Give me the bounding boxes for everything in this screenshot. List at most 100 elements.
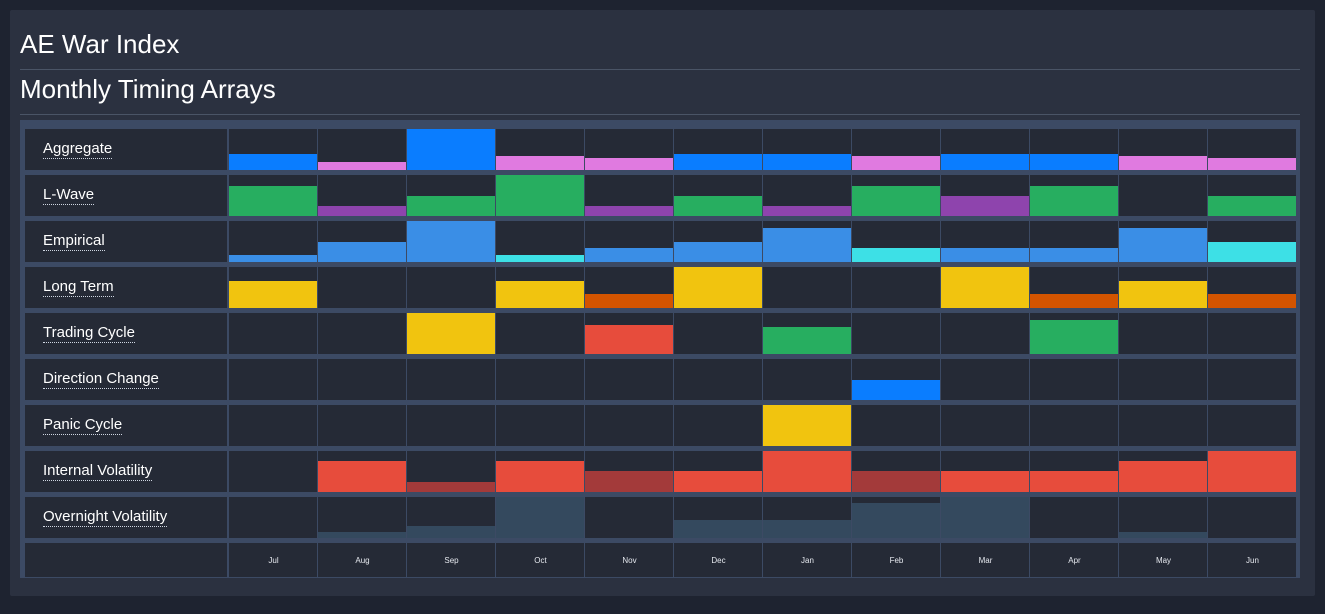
axis-cell-aug xyxy=(318,543,406,577)
bar-aggregate-apr xyxy=(1030,154,1118,170)
cell-l-wave-may xyxy=(1119,175,1207,216)
axis-cell-sep xyxy=(407,543,495,577)
cell-trading-cycle-mar xyxy=(941,313,1029,354)
row-label-l-wave: L-Wave xyxy=(43,186,95,205)
cell-panic-cycle-aug xyxy=(318,405,406,446)
bar-l-wave-dec xyxy=(674,196,762,216)
axis-cell-feb xyxy=(852,543,940,577)
bar-internal-volatility-mar xyxy=(941,471,1029,492)
bar-trading-cycle-sep xyxy=(407,313,495,354)
cell-direction-change-oct xyxy=(496,359,584,400)
cell-direction-change-nov xyxy=(585,359,673,400)
row-label-cell-panic-cycle xyxy=(25,405,227,446)
row-label-overnight-volatility: Overnight Volatility xyxy=(43,508,168,527)
cell-direction-change-apr xyxy=(1030,359,1118,400)
cell-overnight-volatility-aug xyxy=(318,497,406,538)
row-label-long-term: Long Term xyxy=(43,278,114,297)
bar-empirical-nov xyxy=(585,248,673,262)
axis-cell-jul xyxy=(229,543,317,577)
cell-direction-change-sep xyxy=(407,359,495,400)
cell-panic-cycle-jul xyxy=(229,405,317,446)
bar-overnight-volatility-mar xyxy=(941,497,1029,538)
bar-overnight-volatility-sep xyxy=(407,526,495,538)
cell-trading-cycle-oct xyxy=(496,313,584,354)
month-label-jul: Jul xyxy=(268,556,279,565)
bar-aggregate-nov xyxy=(585,158,673,170)
axis-cell-mar xyxy=(941,543,1029,577)
bar-empirical-jun xyxy=(1208,242,1296,262)
bar-l-wave-jan xyxy=(763,206,851,216)
bar-internal-volatility-apr xyxy=(1030,471,1118,492)
bar-overnight-volatility-may xyxy=(1119,532,1207,538)
cell-panic-cycle-nov xyxy=(585,405,673,446)
bar-aggregate-jun xyxy=(1208,158,1296,170)
row-label-cell-long-term xyxy=(25,267,227,308)
bar-empirical-jan xyxy=(763,228,851,262)
row-label-cell-trading-cycle xyxy=(25,313,227,354)
bar-empirical-sep xyxy=(407,221,495,262)
cell-overnight-volatility-jul xyxy=(229,497,317,538)
cell-long-term-sep xyxy=(407,267,495,308)
cell-trading-cycle-jul xyxy=(229,313,317,354)
cell-overnight-volatility-apr xyxy=(1030,497,1118,538)
bar-l-wave-aug xyxy=(318,206,406,216)
bar-aggregate-aug xyxy=(318,162,406,170)
row-label-internal-volatility: Internal Volatility xyxy=(43,462,153,481)
bar-aggregate-may xyxy=(1119,156,1207,170)
cell-panic-cycle-oct xyxy=(496,405,584,446)
bar-l-wave-oct xyxy=(496,175,584,216)
subtitle-divider xyxy=(20,114,1300,115)
axis-cell-dec xyxy=(674,543,762,577)
row-label-cell-l-wave xyxy=(25,175,227,216)
bar-internal-volatility-aug xyxy=(318,461,406,492)
cell-long-term-jan xyxy=(763,267,851,308)
bar-trading-cycle-nov xyxy=(585,325,673,354)
bar-aggregate-jul xyxy=(229,154,317,170)
cell-overnight-volatility-nov xyxy=(585,497,673,538)
month-label-aug: Aug xyxy=(355,556,370,565)
cell-long-term-aug xyxy=(318,267,406,308)
axis-cell-may xyxy=(1119,543,1207,577)
cell-overnight-volatility-jun xyxy=(1208,497,1296,538)
bar-internal-volatility-dec xyxy=(674,471,762,492)
bar-aggregate-jan xyxy=(763,154,851,170)
bar-empirical-oct xyxy=(496,255,584,262)
main-panel: AE War Index Monthly Timing Arrays Aggre… xyxy=(10,10,1315,596)
bar-panic-cycle-jan xyxy=(763,405,851,446)
axis-cell-jan xyxy=(763,543,851,577)
cell-direction-change-dec xyxy=(674,359,762,400)
month-label-dec: Dec xyxy=(711,556,726,565)
bar-l-wave-sep xyxy=(407,196,495,216)
bar-trading-cycle-jan xyxy=(763,327,851,354)
cell-direction-change-mar xyxy=(941,359,1029,400)
month-label-jun: Jun xyxy=(1246,556,1259,565)
cell-panic-cycle-apr xyxy=(1030,405,1118,446)
month-label-sep: Sep xyxy=(444,556,459,565)
cell-trading-cycle-dec xyxy=(674,313,762,354)
bar-aggregate-sep xyxy=(407,129,495,170)
month-label-mar: Mar xyxy=(978,556,993,565)
bar-long-term-jun xyxy=(1208,294,1296,308)
month-label-nov: Nov xyxy=(622,556,637,565)
cell-panic-cycle-sep xyxy=(407,405,495,446)
bar-l-wave-nov xyxy=(585,206,673,216)
title-divider xyxy=(20,69,1300,70)
month-label-apr: Apr xyxy=(1068,556,1081,565)
bar-overnight-volatility-feb xyxy=(852,503,940,538)
cell-direction-change-may xyxy=(1119,359,1207,400)
month-label-may: May xyxy=(1155,556,1172,565)
bar-overnight-volatility-aug xyxy=(318,532,406,538)
month-label-oct: Oct xyxy=(534,556,547,565)
cell-internal-volatility-jul xyxy=(229,451,317,492)
cell-panic-cycle-mar xyxy=(941,405,1029,446)
bar-overnight-volatility-oct xyxy=(496,497,584,538)
bar-trading-cycle-apr xyxy=(1030,320,1118,354)
axis-cell-apr xyxy=(1030,543,1118,577)
bar-aggregate-oct xyxy=(496,156,584,170)
axis-cell-nov xyxy=(585,543,673,577)
bar-aggregate-dec xyxy=(674,154,762,170)
row-label-cell-internal-volatility xyxy=(25,451,227,492)
cell-direction-change-aug xyxy=(318,359,406,400)
cell-panic-cycle-dec xyxy=(674,405,762,446)
axis-label-cell xyxy=(25,543,227,577)
